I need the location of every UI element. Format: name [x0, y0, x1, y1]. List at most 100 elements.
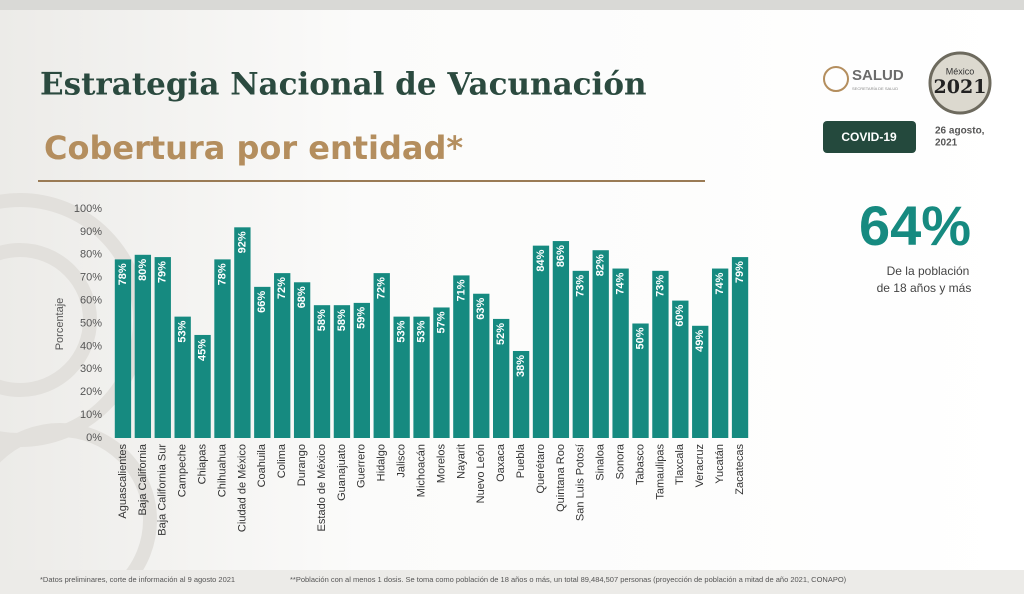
x-tick-label: Oaxaca — [495, 443, 507, 482]
bar — [274, 273, 291, 438]
bar — [632, 323, 649, 438]
x-tick-label: Michoacán — [415, 444, 427, 497]
y-tick-label: 10% — [80, 409, 102, 421]
x-tick-label: Morelos — [435, 444, 447, 484]
value-label: 82% — [595, 254, 607, 276]
bar — [214, 259, 231, 438]
x-tick-label: Baja California Sur — [157, 444, 169, 536]
bar — [692, 325, 709, 438]
value-label: 92% — [236, 231, 248, 253]
highlight-figure: 64% — [859, 194, 971, 257]
x-tick-label: Nayarit — [455, 444, 467, 479]
bar — [493, 318, 510, 438]
x-tick-label: Campeche — [177, 444, 189, 497]
x-tick-label: Yucatán — [714, 444, 726, 484]
x-tick-label: Tabasco — [634, 444, 646, 485]
bar — [652, 270, 669, 438]
bar — [672, 300, 689, 438]
logo-year: 2021 — [934, 76, 987, 98]
y-tick-label: 0% — [86, 432, 102, 444]
bar — [433, 307, 450, 438]
y-tick-label: 60% — [80, 295, 102, 307]
badge-text: COVID-19 — [841, 130, 897, 144]
bar — [453, 275, 470, 438]
x-tick-label: Coahuila — [256, 443, 268, 487]
y-tick-label: 70% — [80, 272, 102, 284]
x-tick-label: Querétaro — [535, 444, 547, 494]
y-tick-label: 30% — [80, 363, 102, 375]
bar — [512, 350, 530, 438]
highlight-caption: de 18 años y más — [877, 281, 972, 295]
y-tick-label: 80% — [80, 249, 102, 261]
value-label: 72% — [276, 277, 288, 299]
y-tick-label: 90% — [80, 226, 102, 238]
value-label: 73% — [654, 275, 666, 297]
bar — [552, 241, 570, 438]
x-tick-label: Aguascalientes — [117, 444, 129, 519]
logo-top: México — [946, 66, 975, 76]
logo-ring — [928, 51, 992, 115]
x-tick-label: Jalisco — [396, 444, 408, 478]
value-label: 78% — [216, 263, 228, 285]
bar — [234, 227, 251, 438]
value-label: 73% — [575, 275, 587, 297]
bar — [293, 282, 311, 438]
x-tick-label: Durango — [296, 444, 308, 486]
mexico-logo: México 2021 — [928, 51, 992, 115]
value-label: 66% — [256, 291, 268, 313]
x-tick-label: Hidalgo — [376, 444, 388, 481]
bar — [174, 316, 191, 438]
x-tick-label: Sinaloa — [595, 443, 607, 481]
x-tick-label: Estado de México — [316, 444, 328, 531]
x-tick-label: Guanajuato — [336, 444, 348, 501]
bar — [333, 305, 351, 438]
bar — [254, 286, 271, 438]
x-tick-label: San Luis Potosí — [575, 444, 587, 521]
x-tick-label: Quintana Roo — [555, 444, 567, 512]
x-tick-label: Nuevo León — [475, 444, 487, 503]
bar — [134, 254, 152, 438]
date: 26 agosto, — [935, 126, 985, 137]
footer-strip — [0, 570, 1024, 594]
title: Estrategia Nacional de Vacunación — [40, 67, 647, 103]
value-label: 49% — [694, 330, 706, 352]
value-label: 59% — [356, 307, 368, 329]
bar — [731, 257, 749, 438]
value-label: 45% — [196, 339, 208, 361]
bar — [572, 270, 589, 438]
bar — [353, 302, 370, 438]
value-label: 58% — [336, 309, 348, 331]
y-tick-label: 100% — [74, 203, 102, 215]
bar — [154, 257, 171, 438]
value-label: 84% — [535, 249, 547, 271]
value-label: 52% — [495, 323, 507, 345]
bar — [373, 273, 390, 438]
x-tick-label: Chiapas — [196, 444, 208, 485]
y-tick-label: 20% — [80, 386, 102, 398]
y-tick-label: 50% — [80, 317, 102, 329]
value-label: 63% — [475, 298, 487, 320]
y-axis-label: Porcentaje — [54, 298, 66, 351]
highlight-caption: De la población — [887, 264, 970, 278]
x-tick-label: Chihuahua — [216, 443, 228, 497]
value-label: 74% — [714, 272, 726, 294]
bar — [592, 250, 609, 438]
value-label: 74% — [615, 272, 627, 294]
salud-text: SALUD — [852, 67, 904, 84]
footnote: *Datos preliminares, corte de informació… — [40, 575, 235, 584]
bar — [532, 245, 550, 438]
x-tick-label: Tamaulipas — [654, 444, 666, 500]
date: 2021 — [935, 138, 958, 149]
value-label: 79% — [157, 261, 169, 283]
x-tick-label: Tlaxcala — [674, 443, 686, 485]
value-label: 71% — [455, 279, 467, 301]
x-tick-label: Puebla — [515, 443, 527, 478]
salud-sub: SECRETARÍA DE SALUD — [852, 86, 898, 91]
y-tick-label: 40% — [80, 340, 102, 352]
value-label: 79% — [734, 261, 746, 283]
value-label: 60% — [674, 304, 686, 326]
x-tick-label: Zacatecas — [734, 444, 746, 495]
value-label: 53% — [177, 320, 189, 342]
bar — [114, 259, 132, 438]
